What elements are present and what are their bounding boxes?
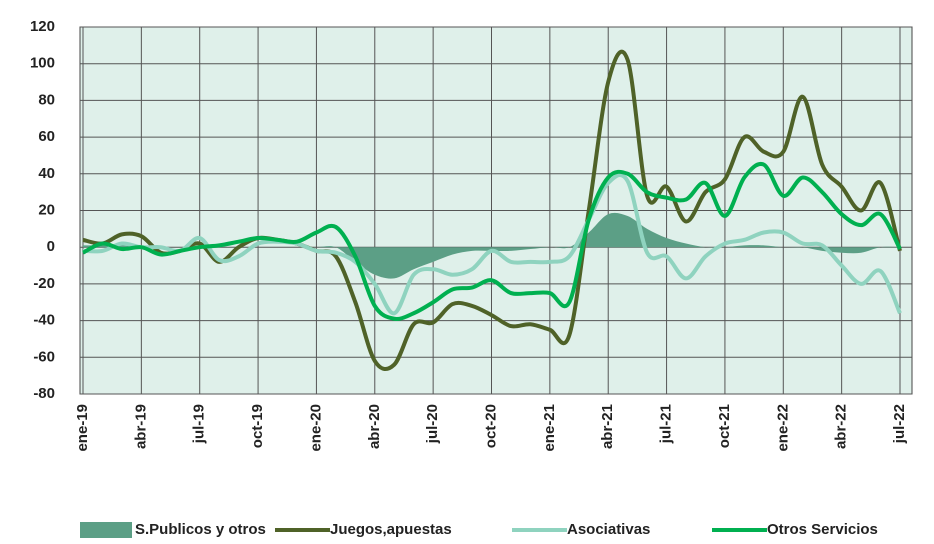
- legend-swatch: [80, 522, 132, 538]
- line: [82, 172, 902, 316]
- legend-label: S.Publicos y otros: [135, 521, 266, 538]
- x-tick-label: abr-21: [599, 404, 616, 449]
- x-tick-label: ene-21: [541, 404, 558, 452]
- x-tick-label: abr-20: [366, 404, 383, 449]
- x-tick-label: ene-20: [307, 404, 324, 452]
- y-tick-label: 80: [38, 91, 55, 108]
- x-tick-label: oct-20: [482, 404, 499, 448]
- y-tick-label: -80: [33, 385, 55, 402]
- x-tick-label: jul-19: [191, 404, 208, 444]
- x-tick-label: jul-20: [424, 404, 441, 444]
- x-tick-label: abr-22: [833, 404, 850, 449]
- x-tick-label: ene-19: [74, 404, 91, 452]
- legend-label: Otros Servicios: [767, 521, 878, 538]
- x-tick-label: jul-21: [658, 404, 675, 444]
- legend-label: Asociativas: [567, 521, 650, 538]
- x-tick-label: oct-21: [716, 404, 733, 448]
- x-tick-label: jul-22: [891, 404, 908, 444]
- y-tick-label: 100: [30, 55, 55, 72]
- y-tick-label: 40: [38, 165, 55, 182]
- x-tick-label: oct-19: [249, 404, 266, 448]
- x-tick-label: ene-22: [774, 404, 791, 452]
- y-tick-label: 60: [38, 128, 55, 145]
- y-tick-label: 0: [47, 238, 55, 255]
- y-tick-label: 120: [30, 18, 55, 35]
- legend-label: Juegos,apuestas: [330, 521, 452, 538]
- line: [82, 161, 902, 321]
- y-tick-label: -40: [33, 312, 55, 329]
- y-tick-label: -20: [33, 275, 55, 292]
- y-tick-label: -60: [33, 348, 55, 365]
- x-tick-label: abr-19: [132, 404, 149, 449]
- y-tick-label: 20: [38, 201, 55, 218]
